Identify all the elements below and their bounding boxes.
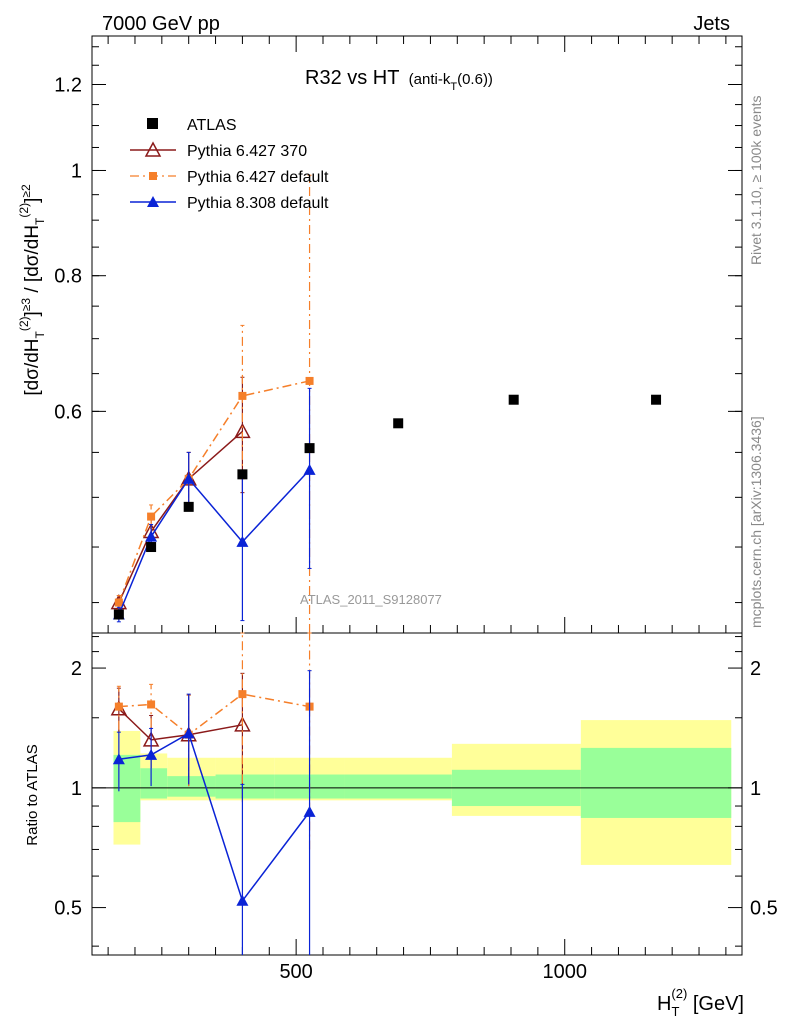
ratio-band-inner: [215, 774, 275, 799]
legend-label-atlas: ATLAS: [187, 117, 237, 134]
ratio-ylabel: Ratio to ATLAS: [24, 744, 41, 845]
ratio-marker: [236, 894, 249, 906]
chart-title-sub: (anti-k: [409, 71, 451, 88]
atlas-data-point: [508, 394, 519, 405]
series-layer: [110, 174, 316, 955]
main-series-line: [118, 380, 310, 603]
ratio-ytick-label-left: 0.5: [54, 898, 82, 920]
legend-marker-py8-default: [147, 196, 159, 207]
main-marker: [182, 472, 195, 484]
header-right: Jets: [693, 13, 730, 35]
ratio-marker: [182, 727, 195, 739]
ratio-band-inner: [580, 747, 732, 818]
atlas-data-point: [651, 394, 662, 405]
main-marker: [305, 376, 314, 385]
chart-title-main: R32 vs HT: [305, 67, 399, 89]
main-ytick-label: 0.6: [54, 401, 82, 423]
chart-title-sub-end: (0.6)): [457, 71, 493, 88]
main-marker: [147, 512, 156, 521]
ratio-marker: [238, 690, 247, 699]
xtick-label: 1000: [542, 961, 587, 983]
ratio-ytick-label-right: 0.5: [750, 898, 778, 920]
atlas-data-point: [304, 443, 315, 454]
main-marker: [303, 463, 316, 475]
chart-title: R32 vs HT (anti-kT(0.6)): [305, 67, 493, 93]
ratio-band-inner: [344, 774, 452, 799]
series-pythia-6-427-370: [110, 376, 251, 611]
xlabel: HT(2) [GeV]: [657, 986, 744, 1019]
atlas-data-layer: [113, 394, 662, 620]
legend-marker-py6-default: [149, 172, 157, 180]
ratio-uncertainty-bands: [113, 720, 732, 865]
ratio-ytick-label-right: 2: [750, 658, 761, 680]
ratio-band-inner: [113, 754, 141, 823]
main-marker: [236, 535, 249, 547]
main-marker: [238, 391, 247, 400]
ratio-series-pythia-6-427-default: [114, 632, 314, 850]
header-left: 7000 GeV pp: [102, 13, 220, 35]
main-ytick-label: 1.2: [54, 75, 82, 97]
source-note: mcplots.cern.ch [arXiv:1306.3436]: [748, 416, 764, 628]
ratio-marker: [145, 748, 158, 760]
main-series-line: [118, 430, 243, 603]
main-ylabel: [dσ/dHT(2)]≥3 / [dσ/dHT(2)]≥2: [17, 184, 47, 396]
legend-label-py6-default: Pythia 6.427 default: [187, 169, 329, 186]
ratio-marker: [303, 805, 316, 817]
atlas-data-point: [183, 501, 194, 512]
ratio-series-line: [118, 708, 243, 741]
ratio-marker: [114, 702, 123, 711]
atlas-data-point: [393, 418, 404, 429]
ratio-band-inner: [140, 768, 168, 799]
main-marker: [114, 598, 123, 607]
legend: ATLAS Pythia 6.427 370 Pythia 6.427 defa…: [130, 117, 329, 212]
atlas-data-point: [237, 469, 248, 480]
ratio-panel-frame: [91, 632, 743, 956]
ratio-ytick-label-right: 1: [750, 778, 761, 800]
ratio-ytick-label-left: 1: [71, 778, 82, 800]
ratio-ytick-label-left: 2: [71, 658, 82, 680]
series-pythia-8-308-default: [112, 387, 316, 623]
legend-label-py6-370: Pythia 6.427 370: [187, 143, 307, 160]
ratio-marker: [112, 753, 125, 765]
ratio-series-line: [118, 693, 310, 736]
xtick-label: 500: [279, 961, 312, 983]
series-pythia-6-427-default: [114, 174, 314, 634]
main-ytick-label: 0.8: [54, 266, 82, 288]
rivet-note: Rivet 3.1.10, ≥ 100k events: [748, 95, 764, 265]
ratio-marker: [147, 700, 156, 709]
analysis-label: ATLAS_2011_S9128077: [300, 592, 442, 607]
ratio-series-pythia-8-308-default: [112, 670, 316, 955]
ratio-frame-rect: [91, 632, 743, 956]
main-ytick-label: 1: [71, 160, 82, 182]
chart-title-sub-index: T: [450, 81, 457, 93]
legend-marker-py6-370: [144, 141, 162, 157]
atlas-data-point: [146, 542, 157, 553]
atlas-data-point: [113, 609, 124, 620]
legend-label-py8-default: Pythia 8.308 default: [187, 195, 329, 212]
axis-ticks: 0.6 0.8 1 1.2 0.5 0.5 1 1 2 2 500 1000: [54, 36, 778, 983]
legend-marker-atlas: [147, 118, 158, 129]
main-marker: [145, 530, 158, 542]
